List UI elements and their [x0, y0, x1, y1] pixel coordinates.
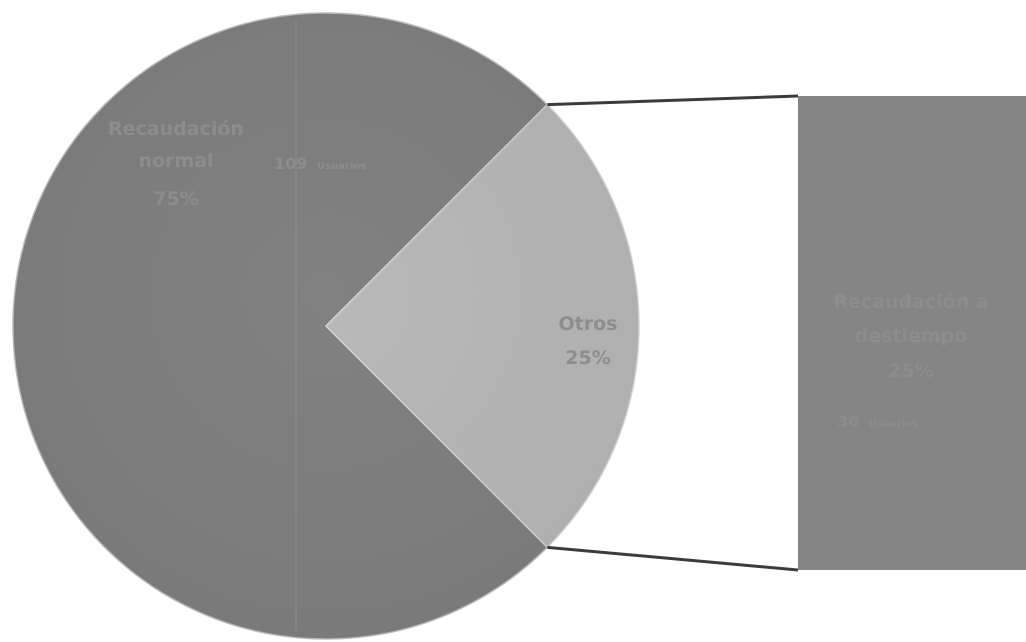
slice-annotation-main: 109 Usuarios [274, 154, 366, 173]
bar-users-unit: Usuarios [869, 419, 918, 430]
slice-label-main-line1: Recaudación [108, 118, 244, 140]
breakout-bar [798, 96, 1026, 570]
connector-line-top [547, 94, 799, 107]
bar-label-line2: destiempo [855, 325, 968, 347]
bar-label-line1: Recaudación a [833, 291, 988, 313]
slice-main-users-unit: Usuarios [317, 161, 366, 172]
bar-label-percent: 25% [888, 360, 933, 382]
slice-label-other-line1: Otros [559, 313, 618, 335]
bar-users-count: 36 [837, 412, 859, 431]
slice-label-other-percent: 25% [565, 347, 610, 369]
pie-shading [13, 13, 639, 639]
slice-label-main-percent: 75% [153, 188, 198, 210]
connector-line-bottom [547, 545, 799, 572]
bar-annotation: 36 Usuarios [837, 412, 918, 431]
slice-main-users-count: 109 [274, 154, 307, 173]
slice-label-main-line2: normal [138, 150, 213, 172]
